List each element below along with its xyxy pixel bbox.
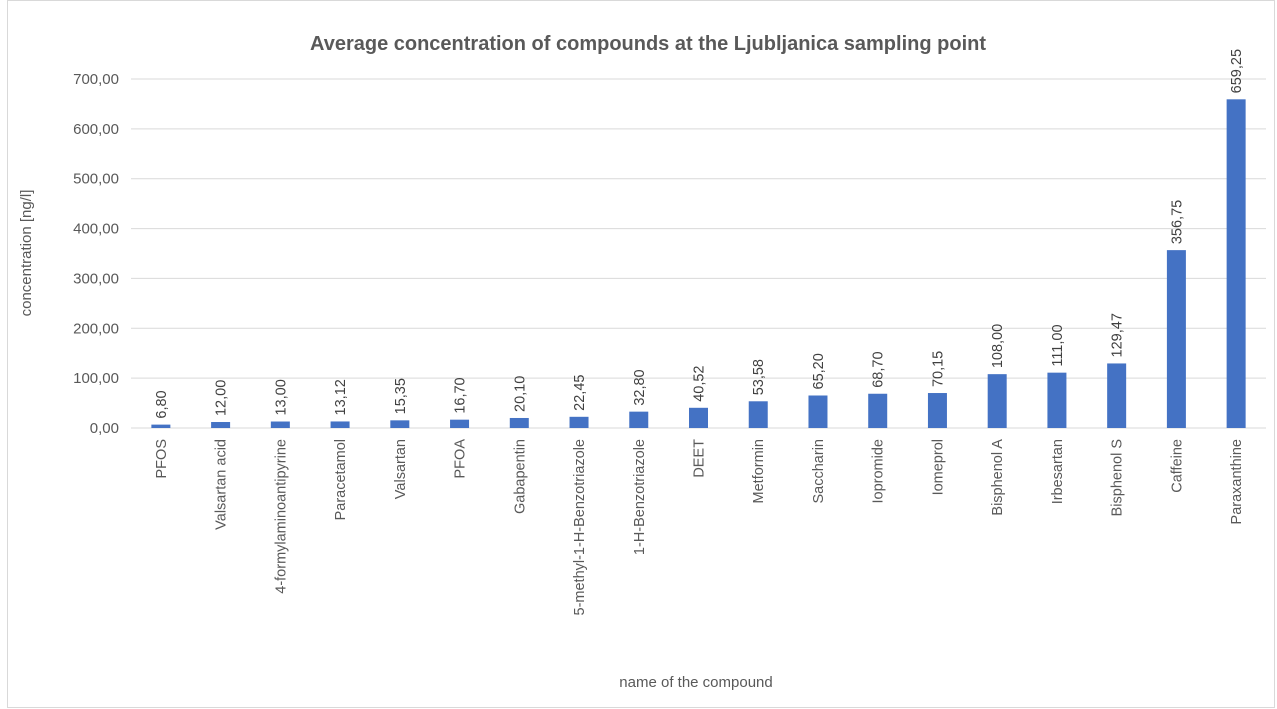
- x-category-label: 1-H-Benzotriazole: [632, 439, 648, 555]
- data-label: 20,10: [512, 376, 528, 412]
- data-label: 111,00: [1050, 324, 1066, 366]
- x-category-label: Saccharin: [811, 439, 827, 503]
- x-category-label: 5-methyl-1-H-Benzotriazole: [572, 439, 588, 615]
- y-axis-ticks: 0,00 100,00 200,00 300,00 400,00 500,00 600,00…: [73, 71, 119, 437]
- x-category-label: Metformin: [751, 439, 767, 503]
- data-label: 659,25: [1229, 49, 1245, 93]
- bar: [868, 393, 888, 428]
- x-category-label: Valsartan acid: [214, 439, 230, 530]
- x-category-label: PFOA: [453, 439, 469, 479]
- data-labels: 6,80 12,00 13,00 13,12 15,35 16,70 20,10 22,45 3…: [154, 49, 1245, 419]
- chart-title: Average concentration of compounds at th…: [310, 33, 986, 55]
- data-label: 13,00: [273, 379, 289, 415]
- x-category-label: Caffeine: [1169, 439, 1185, 493]
- x-category-label: 4-formylaminoantipyrine: [273, 439, 289, 594]
- bar: [151, 424, 171, 428]
- bar: [270, 421, 290, 428]
- x-category-label: Valsartan: [393, 439, 409, 499]
- bar: [689, 407, 708, 428]
- data-label: 129,47: [1110, 313, 1126, 357]
- data-label: 32,80: [632, 369, 648, 405]
- data-label: 12,00: [214, 380, 230, 416]
- y-tick-label: 600,00: [73, 121, 119, 138]
- y-tick-label: 500,00: [73, 171, 119, 188]
- x-category-label: PFOS: [154, 439, 170, 478]
- x-category-label: Paracetamol: [333, 439, 349, 520]
- data-label: 22,45: [572, 375, 588, 411]
- data-label: 16,70: [453, 377, 469, 413]
- data-label: 53,58: [751, 359, 767, 395]
- x-axis-title: name of the compound: [619, 674, 772, 691]
- x-axis-categories: PFOS Valsartan acid 4-formylaminoantipyrin…: [154, 439, 1245, 616]
- x-category-label: Iomeprol: [930, 439, 946, 495]
- data-label: 6,80: [154, 390, 170, 418]
- data-label: 70,15: [930, 351, 946, 387]
- y-tick-label: 100,00: [73, 370, 119, 387]
- y-tick-label: 0,00: [90, 420, 119, 437]
- y-tick-label: 700,00: [73, 71, 119, 88]
- bar-chart: Average concentration of compounds at th…: [18, 33, 1266, 691]
- data-label: 13,12: [333, 379, 349, 415]
- chart-area: Average concentration of compounds at th…: [7, 0, 1275, 708]
- bars: [151, 99, 1246, 429]
- bar: [987, 374, 1007, 428]
- bar: [629, 411, 649, 428]
- data-label: 356,75: [1169, 200, 1185, 244]
- data-label: 65,20: [811, 353, 827, 389]
- x-category-label: Bisphenol S: [1110, 439, 1126, 516]
- x-category-label: Gabapentin: [512, 439, 528, 514]
- x-category-label: Bisphenol A: [990, 439, 1006, 516]
- bar: [1166, 250, 1186, 428]
- y-tick-label: 300,00: [73, 270, 119, 287]
- bar: [450, 419, 470, 428]
- data-label: 68,70: [871, 351, 887, 387]
- x-category-label: DEET: [692, 439, 708, 478]
- y-tick-label: 400,00: [73, 221, 119, 238]
- data-label: 15,35: [393, 378, 409, 414]
- bar: [569, 416, 589, 428]
- x-category-label: Irbesartan: [1050, 439, 1066, 504]
- bar: [330, 421, 350, 428]
- bar: [1107, 363, 1127, 428]
- x-category-label: Iopromide: [871, 439, 887, 503]
- y-tick-label: 200,00: [73, 320, 119, 337]
- bar: [748, 401, 768, 428]
- bar: [211, 422, 231, 428]
- bar: [509, 417, 529, 428]
- y-axis-title: concentration [ng/l]: [18, 190, 35, 317]
- x-category-label: Paraxanthine: [1229, 439, 1245, 524]
- gridlines: [131, 78, 1266, 429]
- bar: [1047, 372, 1067, 428]
- bar: [927, 393, 947, 428]
- bar: [808, 395, 828, 428]
- data-label: 40,52: [692, 366, 708, 402]
- bar: [1226, 99, 1246, 429]
- bar: [390, 420, 410, 428]
- data-label: 108,00: [990, 324, 1006, 368]
